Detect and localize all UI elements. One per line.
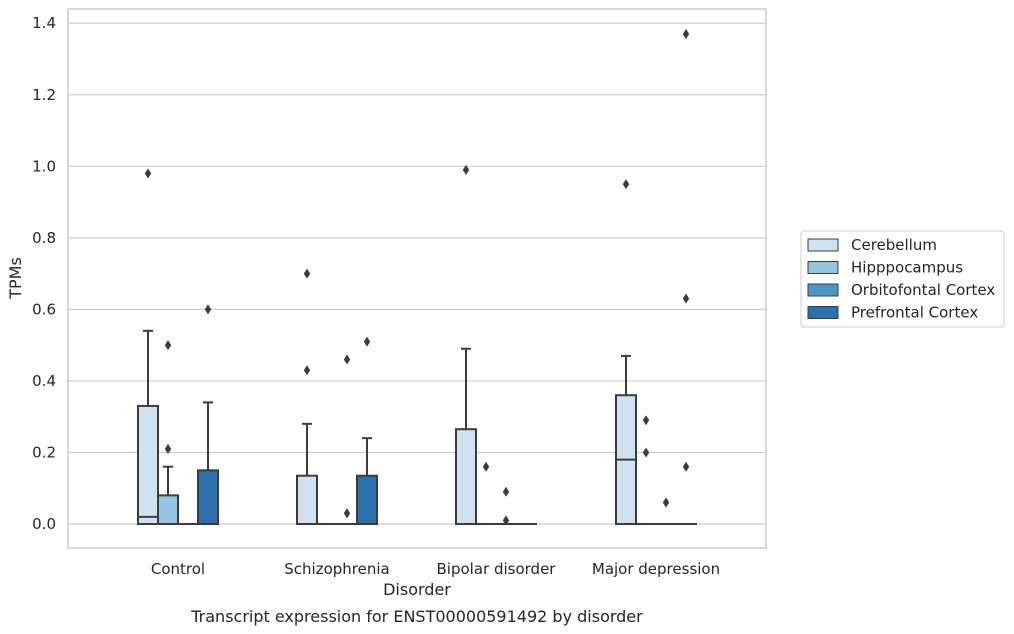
box-group — [157, 340, 179, 526]
outlier-point — [622, 179, 630, 190]
legend: Cerebellum Hipppocampus Orbitofontal Corte… — [800, 230, 1005, 328]
x-axis-label: Disorder — [383, 580, 451, 599]
box-group — [197, 304, 219, 525]
outlier-point — [502, 486, 510, 497]
box-group — [296, 268, 318, 526]
box — [296, 474, 318, 526]
figure-caption: Transcript expression for ENST0000059149… — [190, 607, 643, 626]
outlier-point — [343, 354, 351, 365]
outlier-point — [502, 515, 510, 526]
legend-swatch — [807, 238, 839, 252]
box — [137, 404, 159, 526]
outlier-point — [642, 447, 650, 458]
y-tick-label: 1.0 — [32, 157, 56, 175]
legend-label: Cerebellum — [851, 236, 937, 254]
y-axis-ticks: 0.0 0.2 0.4 0.6 0.8 1.0 1.2 1.4 — [32, 14, 56, 533]
box — [157, 494, 179, 526]
outlier-point — [462, 164, 470, 175]
box-group — [137, 168, 159, 526]
box-group — [615, 179, 637, 525]
outlier-point — [642, 415, 650, 426]
y-tick-label: 0.4 — [32, 372, 56, 390]
y-tick-label: 0.6 — [32, 300, 56, 318]
box — [197, 469, 219, 525]
x-tick-label: Bipolar disorder — [437, 560, 557, 578]
outlier-point — [303, 268, 311, 279]
outlier-point — [682, 28, 690, 39]
x-tick-label: Control — [151, 560, 205, 578]
outlier-point — [682, 461, 690, 472]
box-groups — [137, 28, 697, 526]
box-group — [336, 354, 358, 526]
outlier-point — [363, 336, 371, 347]
legend-swatch — [807, 283, 839, 297]
outlier-point — [144, 168, 152, 179]
box-group — [455, 164, 477, 525]
y-tick-label: 0.8 — [32, 229, 56, 247]
x-tick-label: Major depression — [592, 560, 720, 578]
box — [455, 428, 477, 525]
outlier-point — [303, 365, 311, 376]
y-tick-label: 0.2 — [32, 443, 56, 461]
y-axis-label: TPMs — [6, 257, 25, 300]
legend-swatch — [807, 306, 839, 319]
outlier-point — [164, 443, 172, 454]
legend-label: Orbitofontal Cortex — [851, 281, 995, 299]
outlier-point — [482, 461, 490, 472]
outlier-point — [204, 304, 212, 315]
y-tick-label: 1.4 — [32, 14, 56, 32]
outlier-point — [164, 340, 172, 351]
box-group — [635, 415, 657, 526]
legend-label: Hipppocampus — [851, 259, 963, 277]
box — [356, 474, 378, 526]
x-tick-label: Schizophrenia — [284, 560, 389, 578]
y-tick-label: 0.0 — [32, 515, 56, 533]
outlier-point — [343, 508, 351, 519]
box-group — [356, 336, 378, 526]
x-axis-ticks: Control Schizophrenia Bipolar disorder Majo… — [151, 560, 720, 578]
plot-area — [67, 8, 767, 549]
legend-frame — [800, 230, 1005, 328]
outlier-point — [682, 293, 690, 304]
legend-swatch — [807, 261, 839, 274]
legend-label: Prefrontal Cortex — [851, 304, 978, 322]
outlier-point — [662, 497, 670, 508]
y-tick-label: 1.2 — [32, 86, 56, 104]
box-group — [675, 28, 697, 526]
